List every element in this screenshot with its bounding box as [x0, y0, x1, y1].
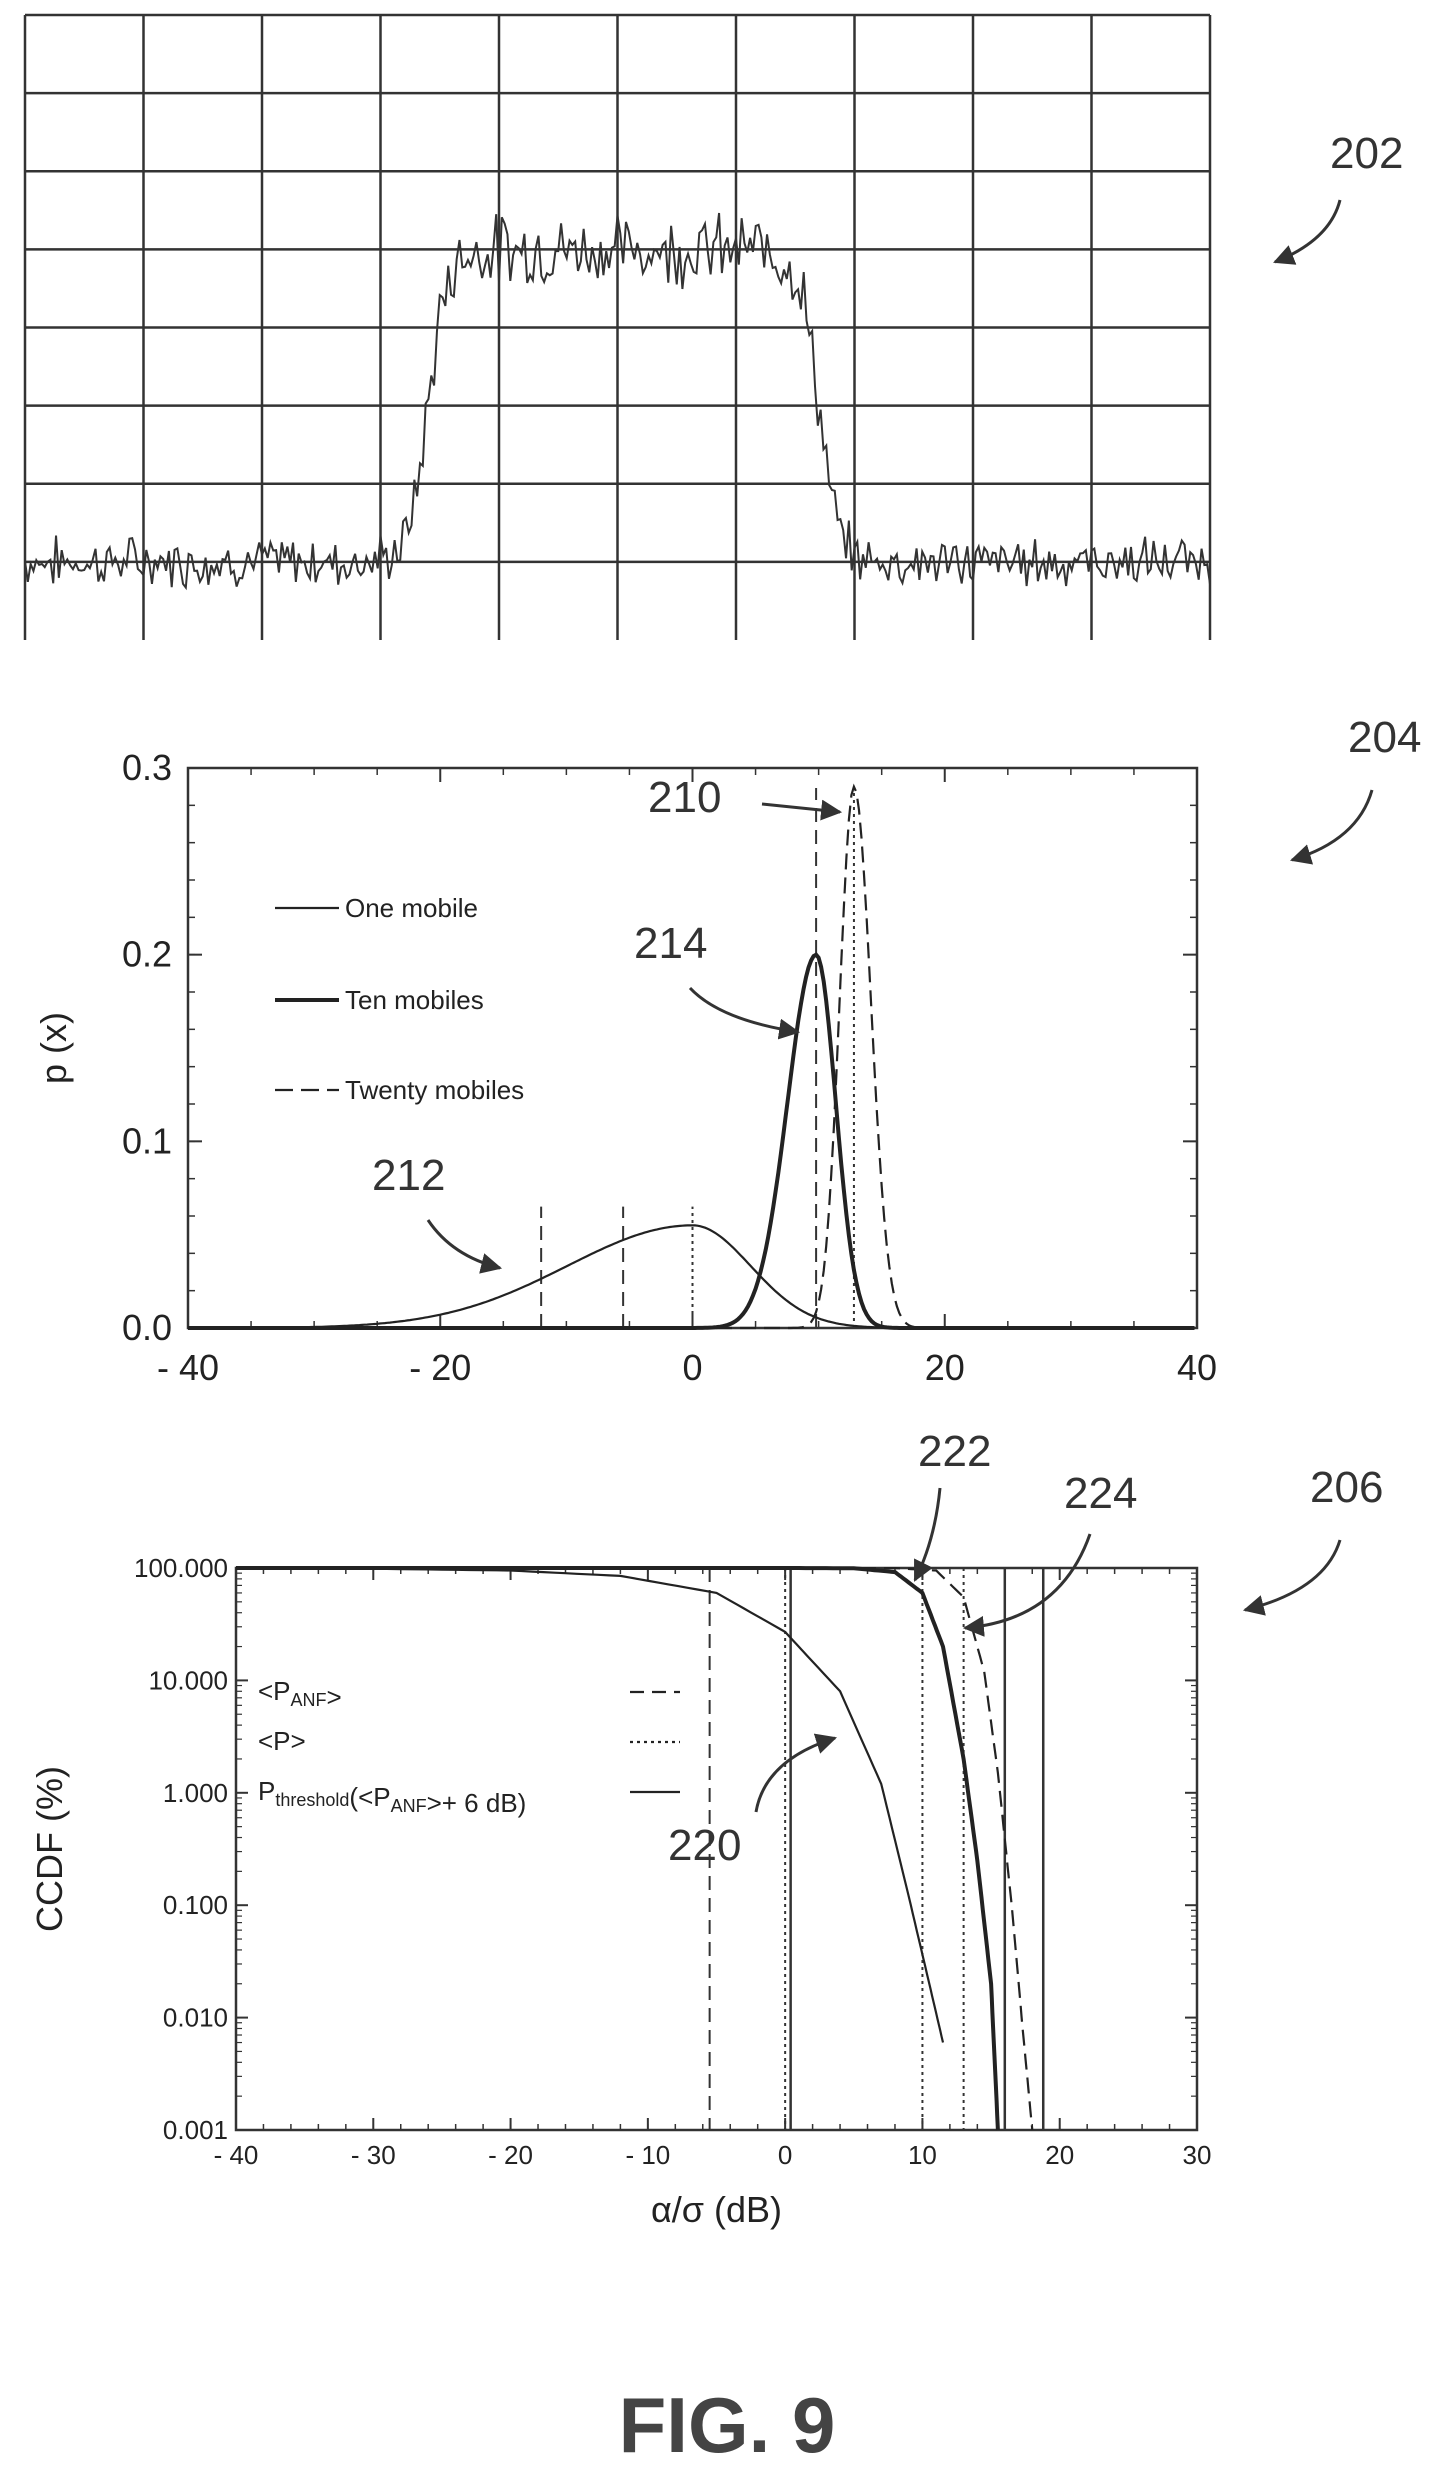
ref-206-arrow	[1242, 1539, 1342, 1616]
y-tick-label: 0.1	[122, 1120, 172, 1161]
ccdf-y-axis-label: CCDF (%)	[29, 1766, 70, 1932]
legend-label: Twenty mobiles	[345, 1075, 524, 1105]
x-tick-label: 10	[908, 2140, 937, 2170]
figure-label: FIG. 9	[619, 2381, 836, 2469]
pdf-series-twenty-mobiles	[188, 783, 1195, 1330]
ref-212-arrow	[426, 1219, 503, 1274]
y-tick-label: 0.3	[122, 747, 172, 788]
x-tick-label: - 40	[157, 1347, 219, 1388]
ccdf-chart: - 40 - 30 - 20 - 10 0 10 20 30 0.001 0.010 0.100 1.…	[29, 1553, 1211, 2230]
x-tick-label: 0	[682, 1347, 702, 1388]
pdf-series-ten-mobiles	[188, 952, 1195, 1330]
y-tick-label: 0.001	[163, 2115, 228, 2145]
ccdf-legend-label: <P>	[258, 1726, 306, 1756]
legend-label: Ten mobiles	[345, 985, 484, 1015]
ref-204-arrow	[1289, 789, 1374, 865]
ref-224: 224	[1064, 1469, 1137, 1518]
x-tick-label: 20	[925, 1347, 965, 1388]
y-tick-label: 0.100	[163, 1890, 228, 1920]
ref-220: 220	[668, 1821, 741, 1870]
y-tick-label: 100.000	[134, 1553, 228, 1583]
ref-222-arrow	[913, 1487, 942, 1582]
legend-label: One mobile	[345, 893, 478, 923]
ref-224-arrow	[962, 1533, 1092, 1637]
ccdf-x-axis-label: α/σ (dB)	[651, 2189, 782, 2230]
ref-222: 222	[918, 1427, 991, 1476]
x-tick-label: 20	[1045, 2140, 1074, 2170]
x-tick-label: 30	[1183, 2140, 1212, 2170]
ref-202-arrow	[1273, 199, 1342, 265]
y-tick-label: 1.000	[163, 1778, 228, 1808]
ccdf-series-twenty-mobiles	[236, 1566, 1034, 2131]
ref-210: 210	[648, 773, 721, 822]
ref-212: 212	[372, 1151, 445, 1200]
x-tick-label: - 20	[409, 1347, 471, 1388]
y-tick-label: 0.010	[163, 2003, 228, 2033]
x-tick-label: 40	[1177, 1347, 1217, 1388]
spectrum-trace	[24, 212, 1211, 591]
ref-204: 204	[1348, 713, 1421, 762]
spectrum-chart	[23, 13, 1212, 640]
x-tick-label: 0	[778, 2140, 792, 2170]
ref-206: 206	[1310, 1463, 1383, 1512]
ref-220-arrow	[754, 1733, 838, 1813]
x-tick-label: - 40	[214, 2140, 259, 2170]
pdf-series-one-mobile	[188, 1224, 1195, 1330]
pdf-chart: - 40 - 20 0 20 40 0.0 0.1 0.2 0.3 p (x) One mobile…	[33, 747, 1217, 1388]
ref-202: 202	[1330, 129, 1403, 178]
x-tick-label: - 30	[351, 2140, 396, 2170]
x-tick-label: - 20	[488, 2140, 533, 2170]
y-tick-label: 0.0	[122, 1307, 172, 1348]
ref-214-arrow	[688, 986, 801, 1040]
ccdf-series-ten-mobiles	[236, 1566, 1000, 2131]
y-tick-label: 0.2	[122, 934, 172, 975]
x-tick-label: - 10	[625, 2140, 670, 2170]
pdf-y-axis-label: p (x)	[33, 1012, 74, 1084]
ref-214: 214	[634, 919, 707, 968]
ccdf-legend-label: Pthreshold(<PANF>+ 6 dB)	[258, 1776, 526, 1818]
ccdf-legend-label: <PANF>	[258, 1676, 342, 1712]
y-tick-label: 10.000	[148, 1665, 228, 1695]
ref-210-arrow	[761, 799, 843, 821]
